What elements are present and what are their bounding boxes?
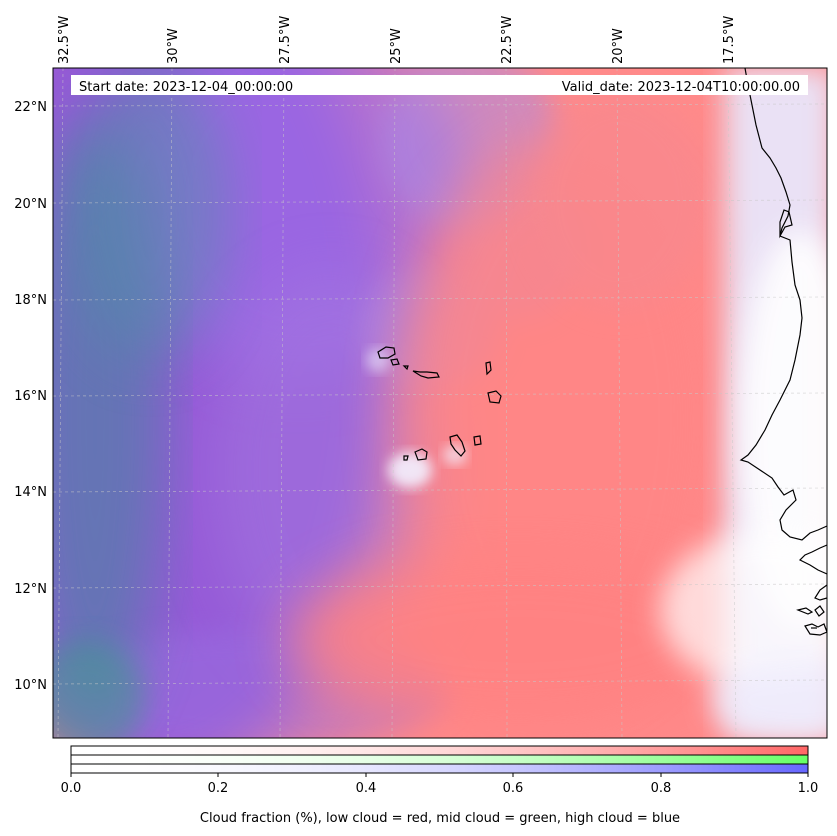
mid-cloud-layer — [53, 68, 230, 738]
colorbar: 0.0 0.2 0.4 0.6 0.8 1.0 Cloud fraction (… — [61, 745, 819, 826]
colorbar-frame — [70, 745, 809, 774]
clear-sky-area — [366, 68, 827, 738]
lon-tick-labels: 32.5°W 30°W 27.5°W 25°W 22.5°W 20°W 17.5… — [57, 16, 737, 64]
island-fogo — [414, 448, 428, 461]
island-santiago — [449, 434, 466, 457]
lon-tick-label: 27.5°W — [278, 16, 293, 64]
lon-tick-label: 25°W — [389, 28, 404, 64]
lat-tick-label: 22°N — [14, 100, 47, 115]
lat-tick-label: 18°N — [14, 293, 47, 308]
island-maio — [473, 435, 482, 446]
colorbar-low-strip — [71, 746, 808, 755]
info-box — [71, 75, 808, 95]
colorbar-mid-strip — [71, 755, 808, 764]
start-date-label: Start date: 2023-12-04_00:00:00 — [79, 80, 293, 95]
low-cloud-layer — [290, 90, 750, 730]
island-sao-nicolau — [412, 370, 440, 379]
map-gridlines — [53, 68, 827, 738]
colorbar-tick-label: 0.6 — [503, 781, 524, 796]
lat-tick-label: 14°N — [14, 485, 47, 500]
island-brava — [403, 455, 409, 461]
african-coastline — [739, 68, 827, 636]
island-boa-vista — [487, 390, 502, 404]
island-santa-luzia — [402, 365, 409, 371]
map-panel — [53, 68, 827, 738]
colorbar-tick-label: 1.0 — [798, 781, 819, 796]
colorbar-tick-label: 0.2 — [208, 781, 229, 796]
valid-date-label: Valid_date: 2023-12-04T10:00:00.00 — [562, 80, 800, 95]
lon-tick-label: 32.5°W — [57, 16, 72, 64]
lat-tick-label: 16°N — [14, 389, 47, 404]
lon-tick-label: 30°W — [166, 28, 181, 64]
lon-tick-label: 22.5°W — [500, 16, 515, 64]
island-sao-vicente — [390, 358, 400, 366]
colorbar-tick-label: 0.4 — [356, 781, 377, 796]
lat-tick-label: 10°N — [14, 678, 47, 693]
lat-tick-labels: 22°N 20°N 18°N 16°N 14°N 12°N 10°N — [14, 100, 47, 693]
island-sal — [485, 361, 492, 376]
lon-tick-label: 20°W — [611, 28, 626, 64]
colorbar-title: Cloud fraction (%), low cloud = red, mid… — [200, 811, 680, 826]
colorbar-tick-label: 0.0 — [61, 781, 82, 796]
colorbar-high-strip — [71, 764, 808, 773]
lat-tick-label: 20°N — [14, 197, 47, 212]
lat-tick-label: 12°N — [14, 582, 47, 597]
colorbar-tick-label: 0.8 — [651, 781, 672, 796]
cape-verde-islands — [377, 346, 502, 461]
island-santo-antao — [377, 346, 396, 359]
lon-tick-label: 17.5°W — [722, 16, 737, 64]
map-frame — [52, 67, 828, 739]
